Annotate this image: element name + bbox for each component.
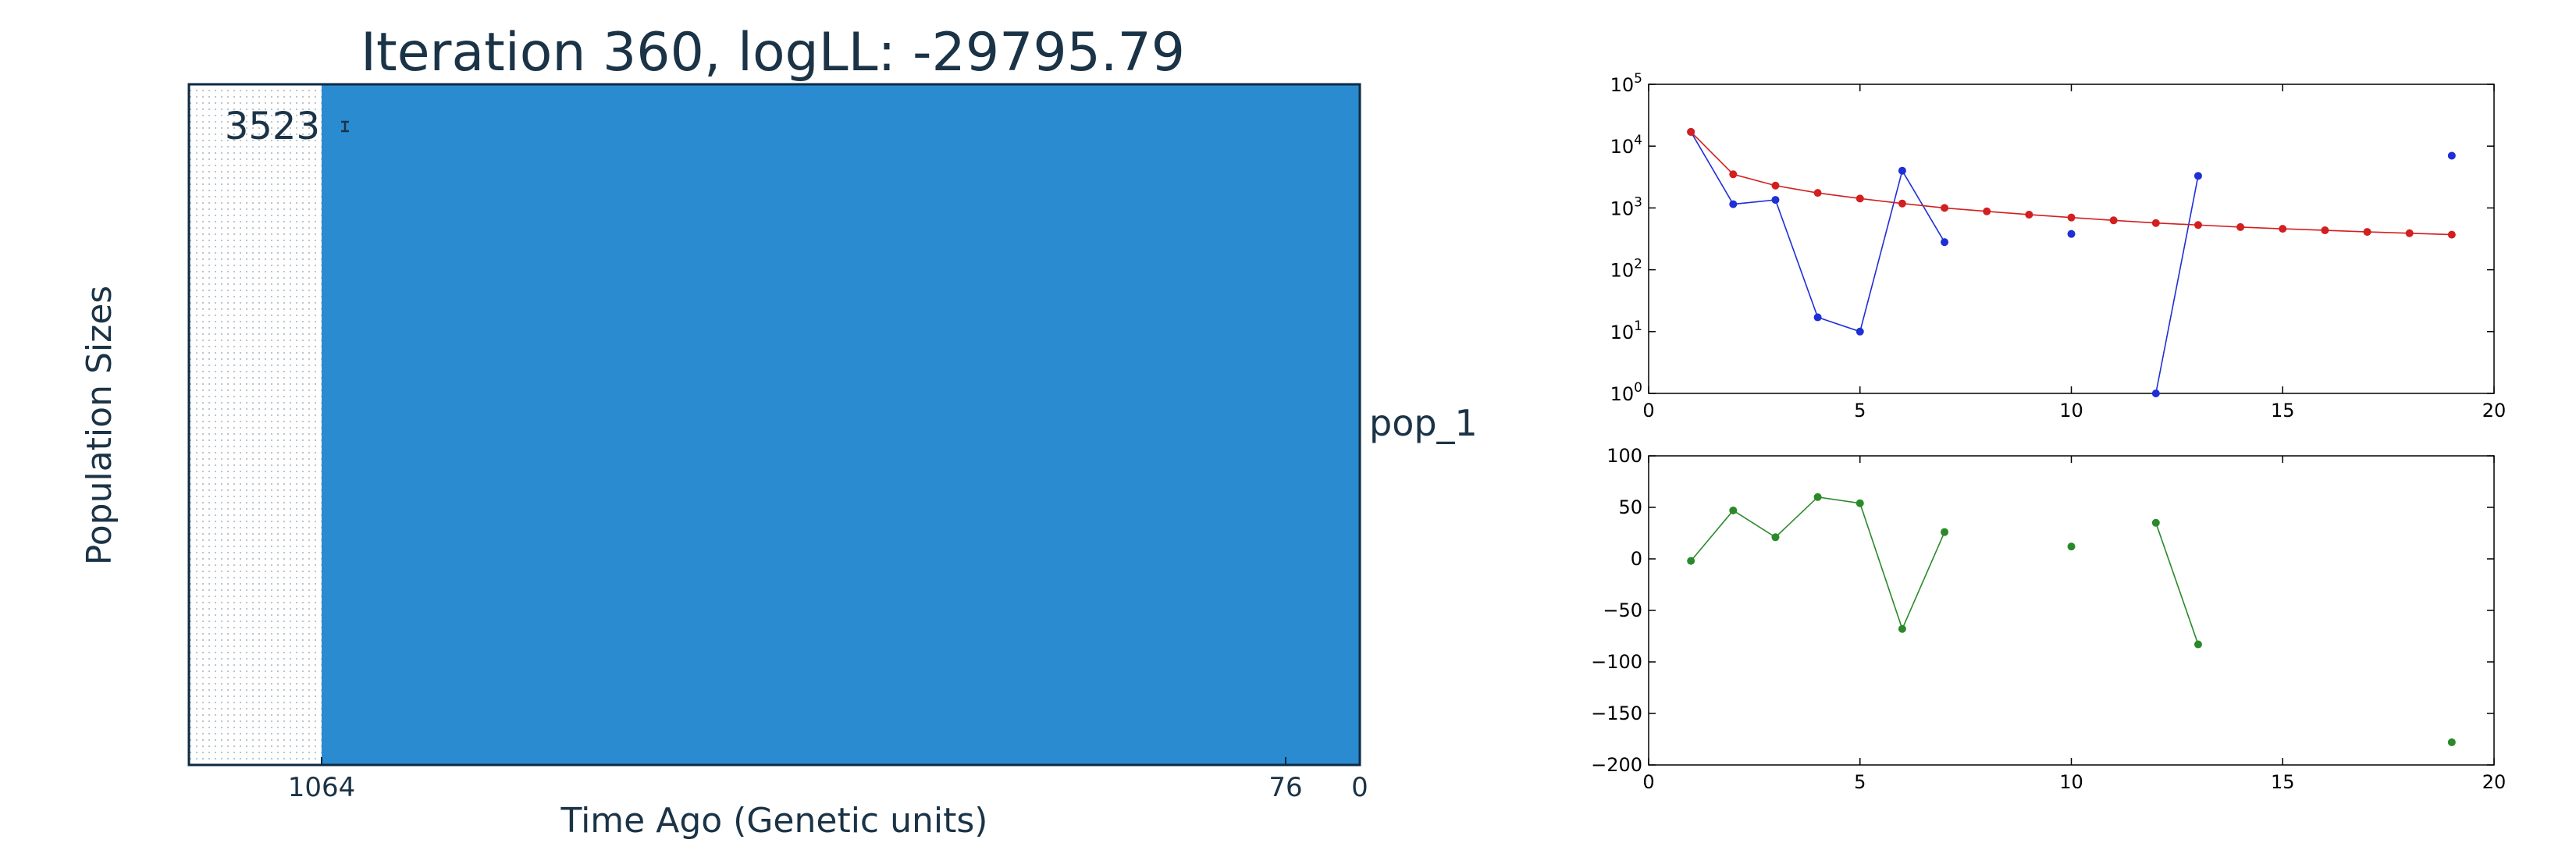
population-band-pop_1 — [322, 84, 1360, 765]
top-chart-series-1-point — [1729, 170, 1738, 179]
bottom-chart-y-tick-label: 50 — [1618, 496, 1642, 518]
population-x-tick-label: 76 — [1268, 772, 1302, 803]
population-size-label: 3523 — [225, 105, 320, 148]
bottom-chart-series-0-point — [1856, 499, 1864, 507]
top-chart-series-1-point — [2321, 226, 2329, 235]
top-right-log-chart: 0 5 10 15 20 100 101 102 103 104 105 — [1610, 71, 2507, 422]
top-chart-x-tick-label: 20 — [2482, 400, 2507, 422]
bottom-chart-y-tick-label: −150 — [1591, 702, 1642, 724]
top-chart-series-1-point — [2363, 228, 2371, 237]
bottom-chart-series-0-point — [1941, 528, 1949, 536]
top-chart-series-1-point — [1856, 194, 1864, 203]
top-chart-y-tick-label: 100 — [1610, 380, 1642, 405]
top-chart-series-1-point — [2025, 210, 2033, 219]
top-chart-series-1-point — [2194, 221, 2202, 229]
population-y-axis-label: Population Sizes — [80, 286, 119, 565]
bottom-chart-x-tick-label: 5 — [1854, 771, 1866, 793]
top-chart-series-0-point — [1729, 200, 1738, 208]
top-chart-series-0-point — [2447, 151, 2456, 160]
bottom-chart-x-tick-label: 15 — [2271, 771, 2295, 793]
top-chart-series-0-point — [1813, 313, 1822, 322]
population-chart-title: Iteration 360, logLL: -29795.79 — [361, 22, 1185, 84]
bottom-chart-y-tick-label: −100 — [1591, 651, 1642, 673]
bottom-chart-series-0-point — [1898, 624, 1906, 633]
population-plot-frame — [187, 83, 1361, 767]
bottom-chart-y-tick-label: −200 — [1591, 754, 1642, 776]
top-chart-x-tick-label: 10 — [2059, 400, 2083, 422]
top-chart-series-0-point — [2194, 172, 2202, 180]
bottom-chart-series-0-point — [2067, 542, 2076, 551]
top-chart-series-1-point — [2279, 225, 2287, 233]
top-chart-series-1-point — [2236, 222, 2245, 231]
top-chart-y-tick-label: 102 — [1610, 257, 1642, 282]
population-name-label: pop_1 — [1369, 402, 1478, 444]
bottom-chart-series-0-point — [1687, 557, 1695, 565]
top-chart-series-1-point — [1813, 189, 1822, 197]
bottom-chart-y-tick-label: −50 — [1603, 599, 1642, 621]
top-chart-series-0-point — [2151, 389, 2160, 397]
population-x-tick-label: 0 — [1351, 772, 1368, 803]
population-x-tick-label: 1064 — [288, 772, 356, 803]
bottom-chart-series-0-line — [2155, 522, 2199, 645]
top-chart-series-1-point — [2405, 229, 2414, 237]
bottom-chart-x-tick-label: 0 — [1642, 771, 1654, 793]
top-chart-series-1-point — [1687, 127, 1695, 136]
population-size-marker — [341, 120, 349, 133]
top-chart-y-tick-label: 101 — [1610, 318, 1642, 343]
bottom-chart-series-0-point — [1771, 533, 1780, 542]
top-chart-series-1-point — [2151, 219, 2160, 227]
top-chart-series-0-line — [2155, 176, 2199, 394]
top-chart-series-1-point — [2067, 213, 2076, 222]
bottom-chart-plot-frame — [1648, 455, 2495, 766]
population-chart: Iteration 360, logLL: -29795.79 3523 pop… — [80, 22, 1478, 841]
bottom-chart-series-0-point — [2151, 518, 2160, 527]
population-x-ticks: 1064 76 0 — [288, 757, 1368, 803]
top-chart-series-0-point — [1771, 196, 1780, 205]
bottom-chart-x-tick-label: 20 — [2482, 771, 2507, 793]
top-chart-x-tick-label: 5 — [1854, 400, 1866, 422]
bottom-chart-y-tick-label: 0 — [1631, 548, 1642, 570]
top-chart-series-1-point — [1983, 207, 1991, 215]
top-chart-y-tick-label: 105 — [1610, 71, 1642, 96]
bottom-chart-x-tick-label: 10 — [2059, 771, 2083, 793]
bottom-right-linear-chart: 0 5 10 15 20 100 50 0 −50 −100 −150 −200 — [1591, 445, 2506, 793]
top-chart-series-1-point — [1898, 199, 1906, 208]
bottom-chart-series-0-point — [1729, 506, 1738, 514]
bottom-chart-y-tick-label: 100 — [1606, 445, 1642, 467]
population-x-axis-label: Time Ago (Genetic units) — [560, 801, 988, 841]
bottom-chart-series-0-point — [1813, 493, 1822, 501]
top-chart-series-1-point — [2447, 230, 2456, 239]
top-chart-series-1-point — [2109, 216, 2118, 225]
bottom-chart-series-0-point — [2447, 738, 2456, 746]
top-chart-series-0-point — [2067, 229, 2076, 238]
bottom-chart-series-0-point — [2194, 640, 2202, 649]
top-chart-x-tick-label: 15 — [2271, 400, 2295, 422]
top-chart-series-0-point — [1856, 327, 1864, 336]
top-chart-series-0-point — [1941, 238, 1949, 247]
top-chart-series-1-point — [1771, 181, 1780, 190]
top-chart-series-1-point — [1941, 204, 1949, 212]
top-chart-y-tick-label: 103 — [1610, 194, 1642, 219]
top-chart-plot-frame — [1648, 84, 2495, 394]
top-chart-x-tick-label: 0 — [1642, 400, 1654, 422]
top-chart-series-0-point — [1898, 166, 1906, 175]
top-chart-y-tick-label: 104 — [1610, 133, 1642, 158]
